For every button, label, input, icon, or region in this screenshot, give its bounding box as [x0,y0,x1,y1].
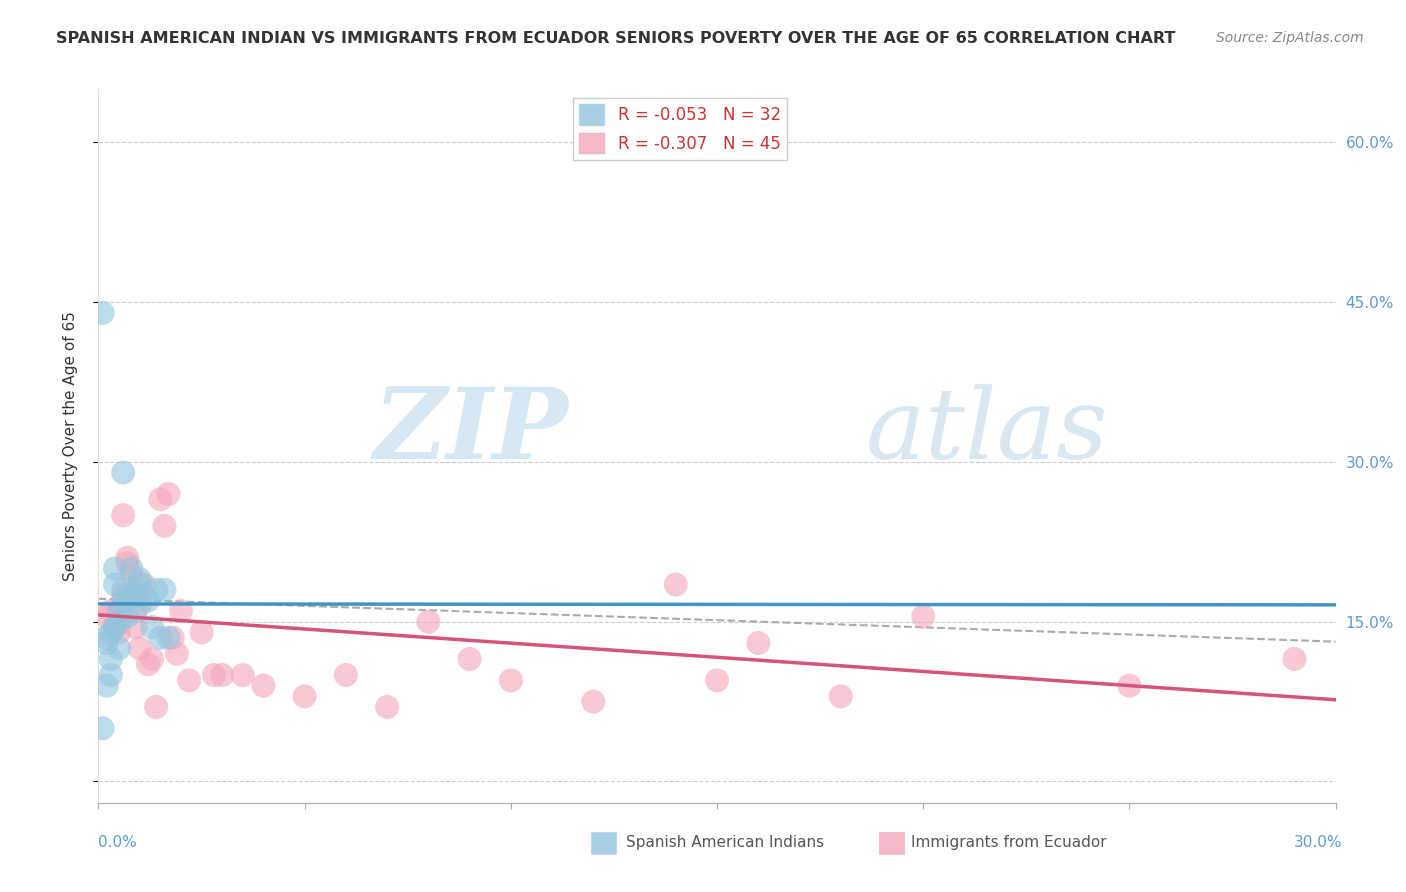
Point [100,604,122,618]
Point [170,604,193,618]
Point [104,620,127,634]
Point [458,652,481,666]
Point [104,561,127,575]
Point [132,577,155,591]
Point [117,550,139,565]
Point [830,690,852,704]
Point [179,673,201,688]
Point [96,609,118,624]
Point [128,641,150,656]
Point [132,588,155,602]
Point [202,668,225,682]
Point [145,582,167,597]
Text: Immigrants from Ecuador: Immigrants from Ecuador [911,836,1107,850]
Point [1118,679,1140,693]
Point [141,652,163,666]
Text: ZIP: ZIP [374,384,568,480]
Point [190,625,212,640]
Point [112,582,135,597]
Point [211,668,233,682]
Point [117,609,139,624]
Point [108,641,131,656]
Text: SPANISH AMERICAN INDIAN VS IMMIGRANTS FROM ECUADOR SENIORS POVERTY OVER THE AGE : SPANISH AMERICAN INDIAN VS IMMIGRANTS FR… [56,31,1175,46]
Point [117,593,139,607]
Point [232,668,254,682]
Point [153,582,176,597]
Point [149,631,172,645]
Point [100,668,122,682]
Point [108,615,131,629]
Point [96,679,118,693]
Point [117,556,139,570]
Point [120,588,142,602]
Point [141,620,163,634]
Point [100,652,122,666]
Point [747,636,769,650]
Text: 0.0%: 0.0% [98,836,138,850]
Text: 30.0%: 30.0% [1295,836,1343,850]
Text: Source: ZipAtlas.com: Source: ZipAtlas.com [1216,31,1364,45]
Point [149,492,172,507]
Point [375,700,398,714]
Point [108,604,131,618]
Point [157,487,180,501]
Point [582,695,605,709]
Point [124,604,146,618]
Point [100,625,122,640]
Point [108,604,131,618]
Point [91,306,114,320]
Point [162,631,184,645]
Point [124,588,146,602]
Point [104,577,127,591]
Point [294,690,316,704]
Point [335,668,357,682]
Point [153,519,176,533]
Point [96,631,118,645]
Point [145,700,167,714]
Point [108,625,131,640]
Point [120,561,142,575]
Point [112,508,135,523]
Point [128,577,150,591]
Point [136,657,159,672]
Point [912,609,935,624]
Point [124,588,146,602]
Point [112,593,135,607]
Point [120,588,142,602]
Legend: R = -0.053   N = 32, R = -0.307   N = 45: R = -0.053 N = 32, R = -0.307 N = 45 [572,97,787,160]
Point [104,620,127,634]
Text: atlas: atlas [866,384,1108,479]
Text: Spanish American Indians: Spanish American Indians [626,836,824,850]
Point [91,721,114,735]
Point [120,566,142,581]
Point [136,593,159,607]
Point [112,466,135,480]
Point [124,620,146,634]
Point [157,631,180,645]
Point [96,636,118,650]
Point [499,673,522,688]
Point [166,647,188,661]
Point [1284,652,1306,666]
Point [665,577,688,591]
Y-axis label: Seniors Poverty Over the Age of 65: Seniors Poverty Over the Age of 65 [63,311,77,581]
Point [128,599,150,613]
Point [252,679,274,693]
Point [706,673,728,688]
Point [128,572,150,586]
Point [418,615,440,629]
Point [112,588,135,602]
